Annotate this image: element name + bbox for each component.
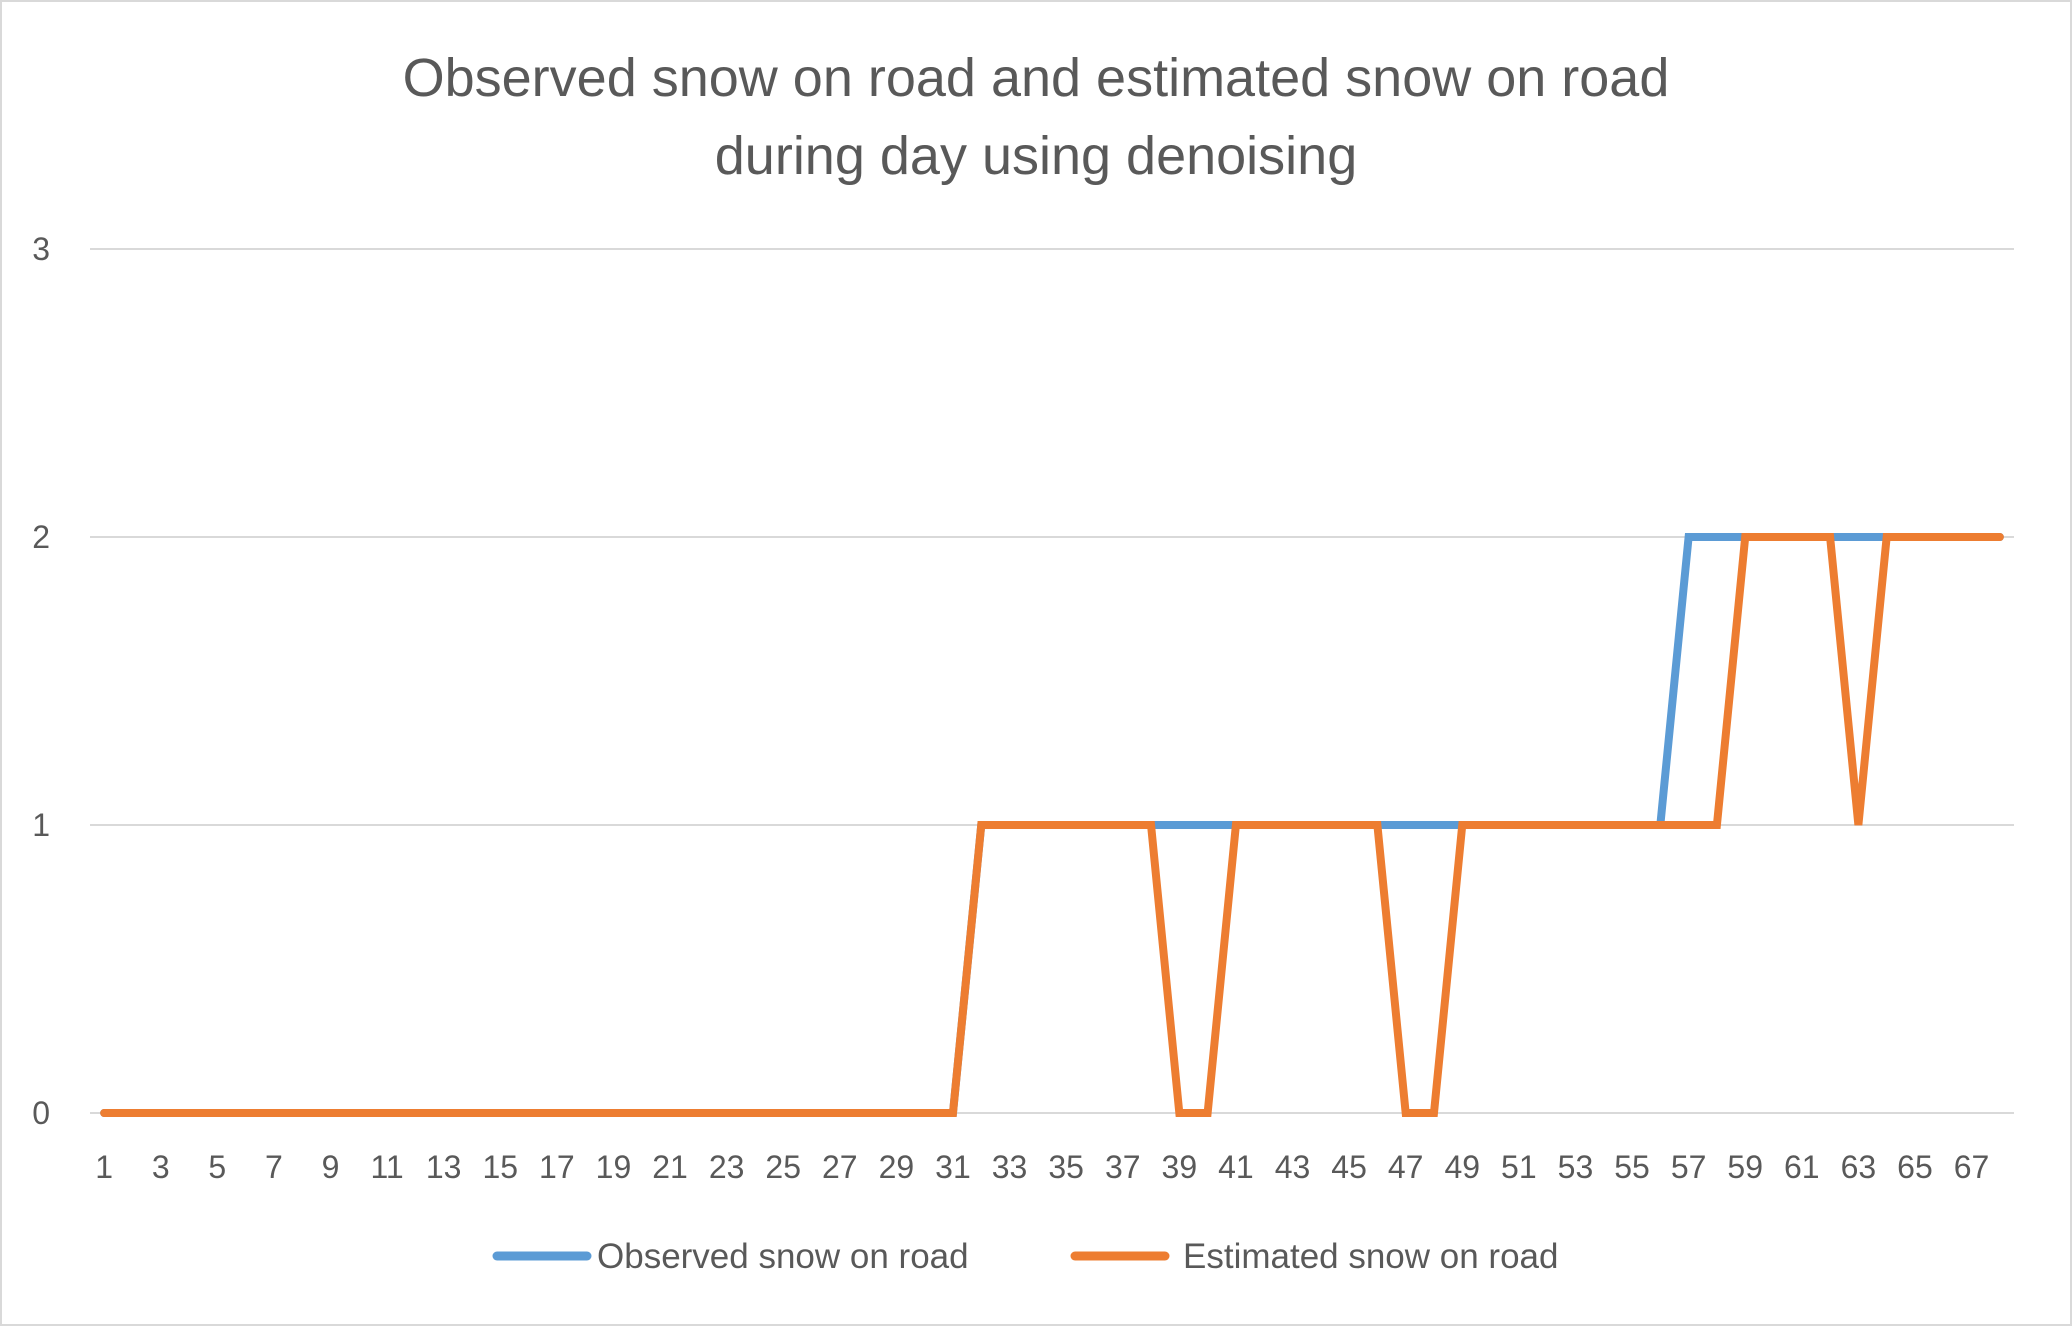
x-tick-label: 45 [1331,1149,1367,1185]
x-tick-label: 1 [95,1149,113,1185]
x-tick-label: 59 [1727,1149,1763,1185]
x-tick-label: 3 [152,1149,170,1185]
x-tick-label: 31 [935,1149,971,1185]
x-tick-label: 65 [1897,1149,1933,1185]
x-tick-label: 9 [322,1149,340,1185]
x-tick-label: 19 [596,1149,632,1185]
x-tick-label: 27 [822,1149,858,1185]
x-tick-label: 51 [1501,1149,1537,1185]
x-tick-label: 49 [1444,1149,1480,1185]
x-tick-label: 57 [1671,1149,1707,1185]
x-tick-label: 61 [1784,1149,1820,1185]
x-tick-label: 53 [1558,1149,1594,1185]
x-tick-label: 55 [1614,1149,1650,1185]
y-tick-label: 3 [32,231,50,267]
x-tick-label: 37 [1105,1149,1141,1185]
y-axis-tick-labels: 0 1 2 3 [32,231,50,1131]
x-tick-label: 67 [1954,1149,1990,1185]
x-tick-label: 25 [765,1149,801,1185]
x-tick-label: 35 [1048,1149,1084,1185]
x-tick-label: 41 [1218,1149,1254,1185]
y-tick-label: 1 [32,807,50,843]
legend: Observed snow on road Estimated snow on r… [492,1237,1558,1276]
x-tick-label: 5 [208,1149,226,1185]
y-tick-label: 2 [32,519,50,555]
y-tick-label: 0 [32,1095,50,1131]
x-tick-label: 29 [879,1149,915,1185]
series-line-estimated [100,533,2004,1117]
chart-title-line-2: during day using denoising [715,126,1357,186]
x-tick-label: 21 [652,1149,688,1185]
legend-label: Observed snow on road [597,1237,969,1276]
x-tick-label: 15 [482,1149,518,1185]
x-tick-label: 63 [1841,1149,1877,1185]
x-tick-label: 43 [1275,1149,1311,1185]
x-tick-label: 13 [426,1149,462,1185]
x-axis-tick-labels: 1 3 5 7 9 11 13 15 17 19 21 23 25 27 29 31 33 35 37 39 41 43 4… [95,1149,1989,1185]
x-tick-label: 17 [539,1149,575,1185]
x-tick-label: 47 [1388,1149,1424,1185]
series-layer [100,533,2004,1117]
x-tick-label: 11 [370,1149,403,1185]
legend-item-observed: Observed snow on road [492,1237,969,1276]
x-tick-label: 33 [992,1149,1028,1185]
x-tick-label: 23 [709,1149,745,1185]
x-tick-label: 39 [1162,1149,1198,1185]
x-tick-label: 7 [265,1149,283,1185]
legend-label: Estimated snow on road [1183,1237,1558,1276]
chart-title: Observed snow on road and estimated snow… [403,48,1670,186]
legend-item-estimated: Estimated snow on road [1070,1237,1558,1276]
chart-title-line-1: Observed snow on road and estimated snow… [403,48,1670,108]
